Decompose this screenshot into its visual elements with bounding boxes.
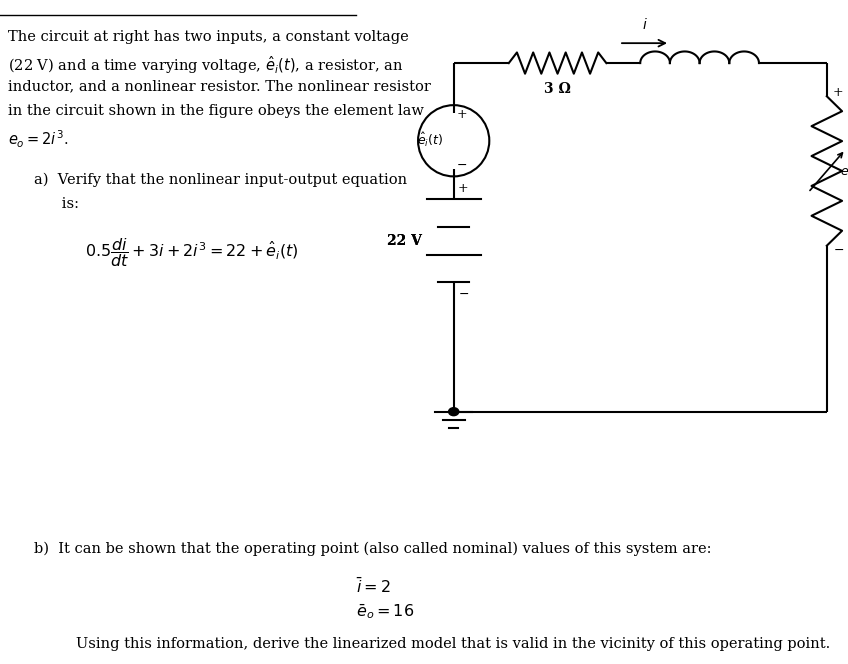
Text: is:: is: <box>34 197 79 211</box>
Text: (22 V) and a time varying voltage, $\hat{e}_i(t)$, a resistor, an: (22 V) and a time varying voltage, $\hat… <box>8 54 404 76</box>
Text: Using this information, derive the linearized model that is valid in the vicinit: Using this information, derive the linea… <box>76 637 830 651</box>
Text: $e_o = 2i^3$.: $e_o = 2i^3$. <box>8 128 69 149</box>
Text: $0.5\dfrac{di}{dt} + 3i + 2i^3 = 22 + \hat{e}_i(t)$: $0.5\dfrac{di}{dt} + 3i + 2i^3 = 22 + \h… <box>85 236 298 269</box>
Text: +: + <box>456 108 467 121</box>
Circle shape <box>449 408 459 416</box>
Text: b)  It can be shown that the operating point (also called nominal) values of thi: b) It can be shown that the operating po… <box>34 541 711 556</box>
Text: 22 V: 22 V <box>388 234 422 248</box>
Text: $-$: $-$ <box>833 242 844 256</box>
Text: a)  Verify that the nonlinear input-output equation: a) Verify that the nonlinear input-outpu… <box>34 173 407 187</box>
Text: $-$: $-$ <box>458 287 469 300</box>
Text: $\hat{e}_i(t)$: $\hat{e}_i(t)$ <box>417 130 444 149</box>
Text: 3 Ω: 3 Ω <box>544 82 571 96</box>
Text: +: + <box>458 182 469 195</box>
Text: in the circuit shown in the figure obeys the element law: in the circuit shown in the figure obeys… <box>8 104 424 118</box>
Text: inductor, and a nonlinear resistor. The nonlinear resistor: inductor, and a nonlinear resistor. The … <box>8 79 432 93</box>
Text: $\bar{e}_o = 16$: $\bar{e}_o = 16$ <box>356 602 415 621</box>
Text: 22 V: 22 V <box>388 234 422 248</box>
Text: The circuit at right has two inputs, a constant voltage: The circuit at right has two inputs, a c… <box>8 30 410 44</box>
Text: $\bar{i} = 2$: $\bar{i} = 2$ <box>356 578 391 597</box>
Text: $e_o=2i^3$: $e_o=2i^3$ <box>840 162 848 181</box>
Text: 0.5 H: 0.5 H <box>0 663 1 664</box>
Text: $-$: $-$ <box>456 158 467 171</box>
Text: +: + <box>833 86 844 100</box>
Text: $i$: $i$ <box>642 17 647 32</box>
